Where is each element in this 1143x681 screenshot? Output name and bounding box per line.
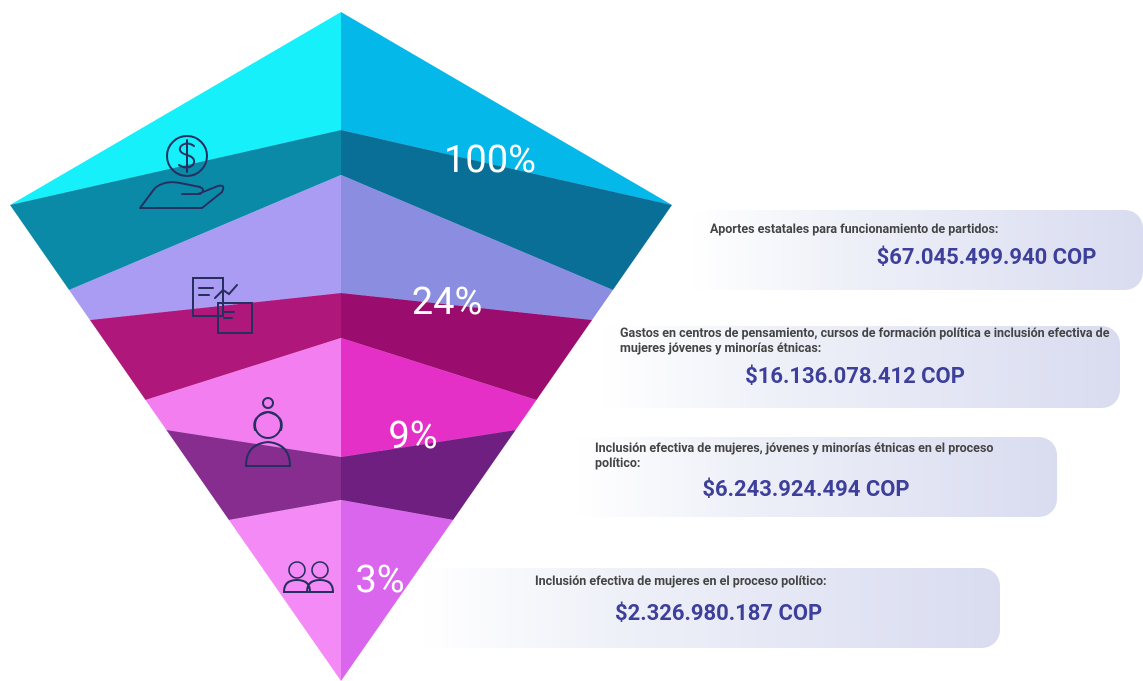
layer-shadow [166, 430, 341, 520]
level-percent: 3% [355, 558, 405, 602]
level-label: Gastos en centros de pensamiento, cursos… [620, 326, 1110, 356]
layer-face [10, 12, 341, 205]
funnel [10, 12, 672, 681]
layer-shadow [341, 130, 672, 290]
layer-face [341, 175, 613, 320]
woman-icon [262, 397, 274, 409]
level-percent: 9% [388, 414, 438, 458]
level-label: Inclusión efectiva de mujeres en el proc… [535, 574, 827, 589]
info-panel: Inclusión efectiva de mujeres en el proc… [420, 568, 1000, 648]
layer-face [341, 12, 672, 205]
layer-face [145, 338, 341, 457]
layer-shadow [10, 130, 341, 290]
level-label: Aportes estatales para funcionamiento de… [710, 222, 999, 237]
receipt-icon [217, 302, 253, 334]
women-icon [311, 561, 329, 579]
layer-face [341, 500, 454, 681]
level-percent: 100% [444, 138, 536, 182]
layer-face [341, 338, 537, 457]
hand-icon [139, 181, 225, 209]
layer-shadow [341, 293, 593, 400]
women-icon [282, 578, 312, 593]
info-panel: Inclusión efectiva de mujeres, jóvenes y… [575, 437, 1057, 517]
level-percent: 24% [411, 280, 483, 324]
layer-shadow [341, 430, 516, 520]
women-icon [305, 578, 335, 593]
level-amount: $67.045.499.940 COP [876, 245, 1097, 270]
level-amount: $16.136.078.412 COP [745, 364, 965, 389]
layer-face [69, 175, 341, 320]
women-icon [288, 561, 306, 579]
level-amount: $2.326.980.187 COP [615, 601, 823, 626]
info-panel: Gastos en centros de pensamiento, cursos… [600, 326, 1120, 408]
level-label: Inclusión efectiva de mujeres, jóvenes y… [595, 441, 994, 471]
layer-shadow [89, 293, 341, 400]
document-icon [192, 277, 224, 317]
level-amount: $6.243.924.494 COP [702, 477, 910, 502]
info-panel: Aportes estatales para funcionamiento de… [690, 210, 1143, 290]
document-icon [198, 284, 238, 319]
coin-icon [178, 139, 196, 173]
woman-icon [244, 410, 292, 467]
coin-icon [166, 135, 208, 177]
